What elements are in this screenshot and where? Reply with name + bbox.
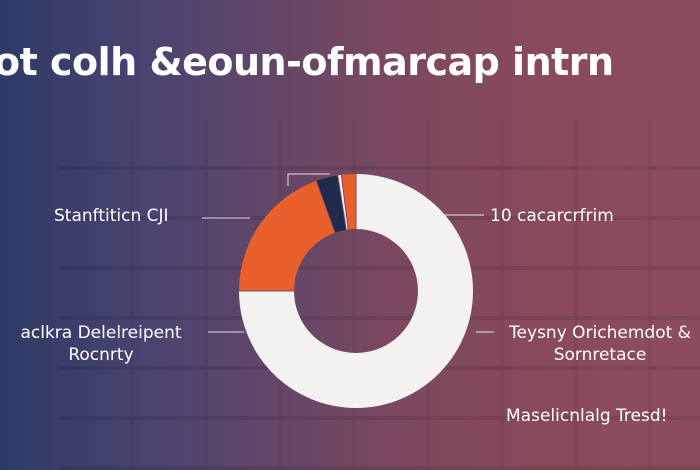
pie-slice-0 (239, 174, 473, 408)
pie-slice-1 (239, 180, 335, 291)
slice-separator-4 (340, 174, 349, 230)
pie-slice-4 (341, 174, 356, 230)
slice-separator-2 (315, 180, 336, 233)
label-left-mid-line2: Rocnrty (68, 345, 134, 365)
leader-top-bracket (287, 173, 330, 186)
label-left-top: Stanftiticn CJI (54, 206, 169, 226)
label-bottom-right: Maselicnlalg Tresd! (506, 406, 668, 426)
label-right-mid-line1: Teysny Orichemdot & (509, 323, 691, 343)
chart-title: ot colh &eoun-ofmarcap intrn (0, 40, 614, 84)
pie-slice-3 (337, 174, 349, 230)
label-right-mid-line2: Sornretace (553, 345, 647, 365)
pie-slice-2 (316, 175, 347, 233)
label-left-mid: aclkra Delelreipent Rocnrty (0, 322, 206, 366)
label-left-mid-line1: aclkra Delelreipent (20, 323, 182, 343)
slice-separator-3 (337, 175, 347, 230)
label-right-mid: Teysny Orichemdot & Sornretace (495, 322, 700, 366)
label-right-top: 10 cacarcrfrim (490, 206, 614, 226)
